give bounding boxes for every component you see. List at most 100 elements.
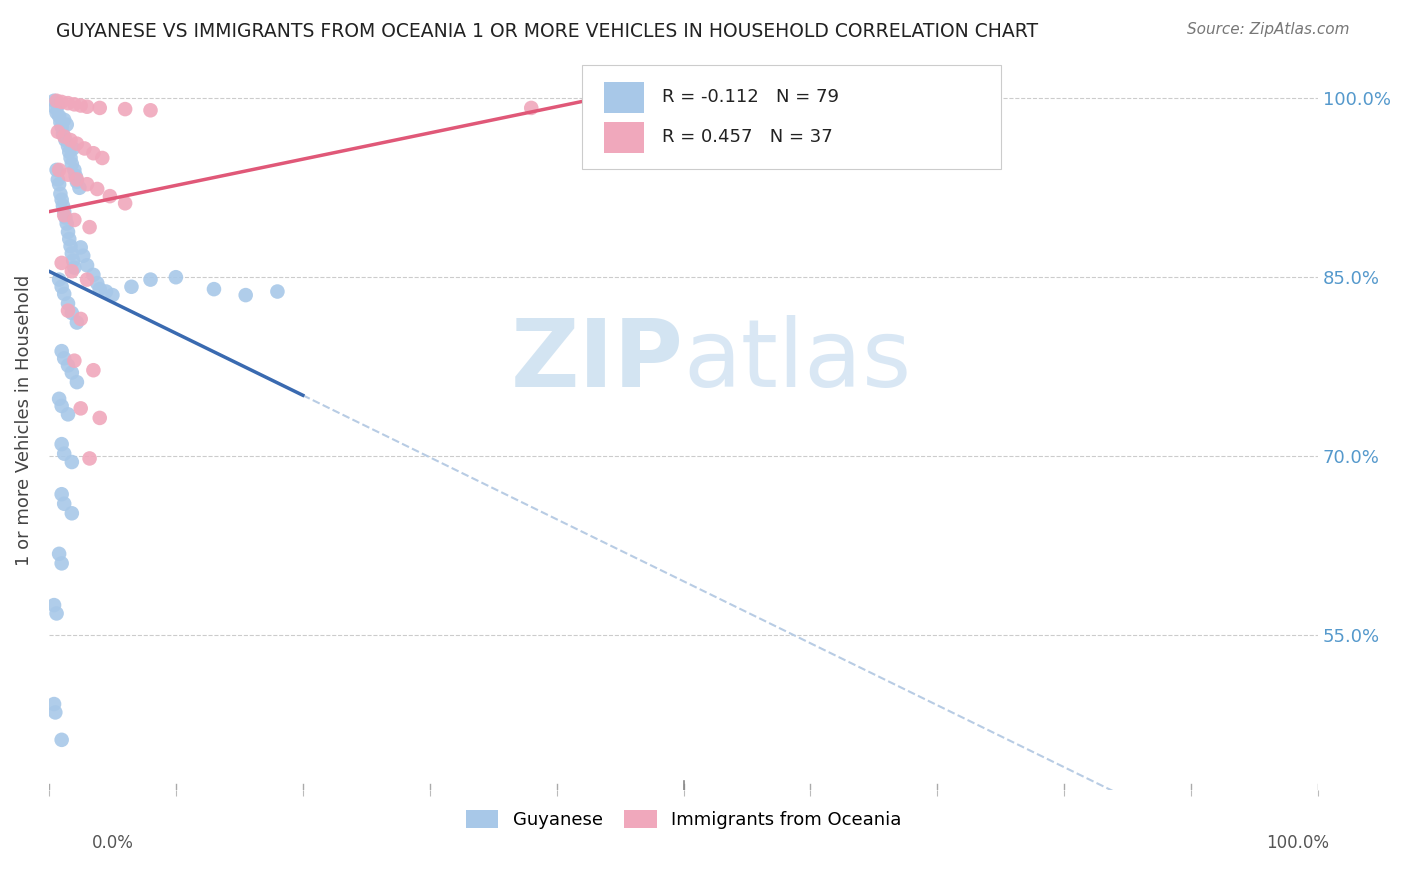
Point bbox=[44, 101, 66, 115]
Point bbox=[42, 697, 65, 711]
Point bbox=[46, 172, 69, 186]
Point bbox=[48, 178, 70, 192]
Point bbox=[63, 260, 86, 275]
Point bbox=[76, 100, 98, 114]
Point bbox=[82, 363, 104, 377]
Point bbox=[76, 178, 98, 192]
Point bbox=[63, 162, 86, 177]
Point bbox=[55, 118, 77, 132]
Point bbox=[48, 109, 70, 123]
Point bbox=[48, 547, 70, 561]
Point bbox=[60, 157, 83, 171]
Point bbox=[51, 193, 73, 207]
Point bbox=[56, 96, 79, 111]
Point bbox=[56, 168, 79, 182]
Point bbox=[48, 162, 70, 177]
Text: GUYANESE VS IMMIGRANTS FROM OCEANIA 1 OR MORE VEHICLES IN HOUSEHOLD CORRELATION : GUYANESE VS IMMIGRANTS FROM OCEANIA 1 OR… bbox=[56, 22, 1039, 41]
Point bbox=[86, 276, 108, 290]
Point bbox=[202, 282, 225, 296]
Point bbox=[114, 102, 136, 116]
Point bbox=[42, 94, 65, 108]
Point bbox=[520, 101, 543, 115]
Point bbox=[73, 141, 96, 155]
Point bbox=[69, 312, 91, 326]
Point bbox=[49, 115, 72, 129]
Point bbox=[51, 256, 73, 270]
Point bbox=[46, 98, 69, 112]
Text: 0.0%: 0.0% bbox=[91, 834, 134, 852]
Point bbox=[66, 375, 89, 389]
Point bbox=[45, 607, 67, 621]
Point bbox=[59, 151, 82, 165]
Point bbox=[51, 120, 73, 134]
Point bbox=[53, 129, 76, 144]
Text: Source: ZipAtlas.com: Source: ZipAtlas.com bbox=[1187, 22, 1350, 37]
Point bbox=[59, 133, 82, 147]
Point bbox=[60, 455, 83, 469]
Point bbox=[66, 172, 89, 186]
Point bbox=[58, 145, 80, 159]
Point bbox=[51, 437, 73, 451]
Point bbox=[63, 353, 86, 368]
Point bbox=[114, 196, 136, 211]
Point bbox=[51, 557, 73, 571]
Point bbox=[82, 268, 104, 282]
Point bbox=[56, 408, 79, 422]
Point bbox=[45, 162, 67, 177]
Point bbox=[51, 399, 73, 413]
Point bbox=[44, 706, 66, 720]
Point bbox=[165, 270, 187, 285]
Point bbox=[53, 112, 76, 127]
Text: R = 0.457   N = 37: R = 0.457 N = 37 bbox=[662, 128, 832, 146]
Point bbox=[60, 306, 83, 320]
Y-axis label: 1 or more Vehicles in Household: 1 or more Vehicles in Household bbox=[15, 275, 32, 566]
Point bbox=[69, 401, 91, 416]
Point bbox=[62, 141, 84, 155]
Point bbox=[53, 351, 76, 366]
Point bbox=[56, 303, 79, 318]
Point bbox=[69, 240, 91, 254]
Point bbox=[67, 181, 90, 195]
Text: ZIP: ZIP bbox=[510, 315, 683, 407]
Point bbox=[52, 127, 75, 141]
Point bbox=[58, 232, 80, 246]
Point bbox=[56, 139, 79, 153]
Point bbox=[60, 366, 83, 380]
Point bbox=[53, 208, 76, 222]
Point bbox=[53, 204, 76, 219]
Point bbox=[63, 213, 86, 227]
Point bbox=[235, 288, 257, 302]
Point bbox=[48, 272, 70, 286]
Point bbox=[89, 411, 111, 425]
Point bbox=[53, 286, 76, 301]
Point bbox=[72, 249, 94, 263]
FancyBboxPatch shape bbox=[603, 121, 644, 153]
Point bbox=[45, 94, 67, 108]
Point bbox=[139, 272, 162, 286]
Point bbox=[76, 272, 98, 286]
Point bbox=[66, 175, 89, 189]
Point bbox=[55, 217, 77, 231]
Point bbox=[48, 392, 70, 406]
Point bbox=[66, 136, 89, 151]
Point bbox=[56, 296, 79, 310]
Point bbox=[63, 97, 86, 112]
Text: atlas: atlas bbox=[683, 315, 912, 407]
FancyBboxPatch shape bbox=[603, 82, 644, 112]
Point bbox=[53, 497, 76, 511]
Point bbox=[86, 182, 108, 196]
Point bbox=[89, 282, 111, 296]
Point bbox=[49, 186, 72, 201]
Point bbox=[121, 279, 143, 293]
Point bbox=[60, 264, 83, 278]
Point bbox=[139, 103, 162, 118]
Point bbox=[46, 125, 69, 139]
Point bbox=[94, 285, 117, 299]
Point bbox=[91, 151, 114, 165]
Point bbox=[62, 253, 84, 268]
Point bbox=[51, 279, 73, 293]
Point bbox=[52, 199, 75, 213]
Point bbox=[79, 220, 101, 235]
Point bbox=[98, 189, 121, 203]
Point bbox=[42, 598, 65, 612]
